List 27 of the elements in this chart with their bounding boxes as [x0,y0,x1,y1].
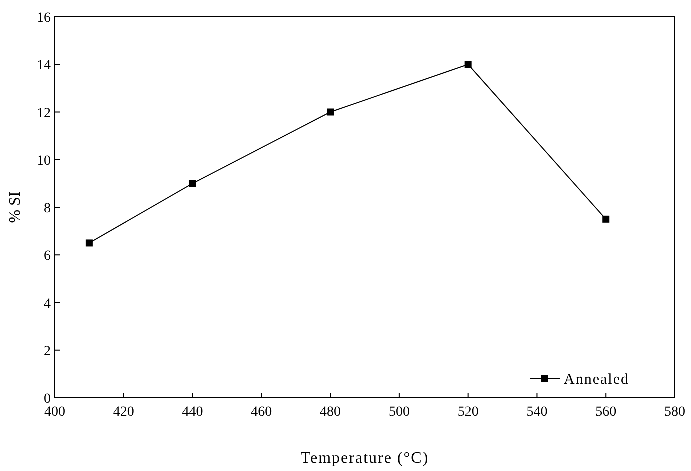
x-tick-label: 400 [44,405,66,420]
y-tick-label: 6 [44,249,51,264]
x-axis-title: Temperature (°C) [300,450,430,467]
x-tick-label: 580 [664,405,686,420]
y-axis-title: % SI [7,192,24,224]
point [86,240,93,247]
x-tick-label: 480 [320,405,342,420]
y-tick-label: 10 [37,154,51,169]
y-tick-label: 14 [37,58,51,74]
x-tick-label: 500 [388,405,410,420]
point [327,108,334,116]
x-tick-label: 460 [251,405,272,420]
point [602,216,610,223]
y-tick-label: 8 [44,202,51,216]
x-tick-label: 520 [458,405,479,420]
x-tick-label: 420 [113,405,134,420]
y-tick-label: 4 [44,296,51,312]
point [189,180,196,188]
point [464,61,472,68]
x-tick-label: 560 [596,405,617,420]
y-tick-label: 0 [44,392,51,407]
legend-label: Annealed [564,372,630,388]
y-tick-label: 2 [44,344,51,360]
y-tick-label: 16 [37,11,51,26]
x-tick-label: 440 [182,405,204,420]
y-tick-label: 12 [37,106,51,122]
x-tick-label: 540 [526,405,548,420]
